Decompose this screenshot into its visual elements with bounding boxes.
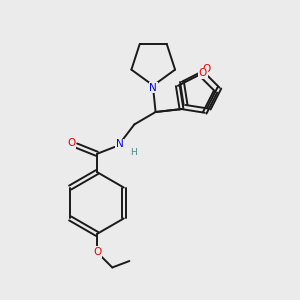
Text: O: O (202, 64, 211, 74)
Text: O: O (199, 68, 207, 78)
Text: O: O (67, 138, 75, 148)
Text: O: O (93, 247, 101, 257)
Text: N: N (149, 82, 157, 93)
Text: N: N (116, 140, 123, 149)
Text: H: H (130, 148, 137, 157)
